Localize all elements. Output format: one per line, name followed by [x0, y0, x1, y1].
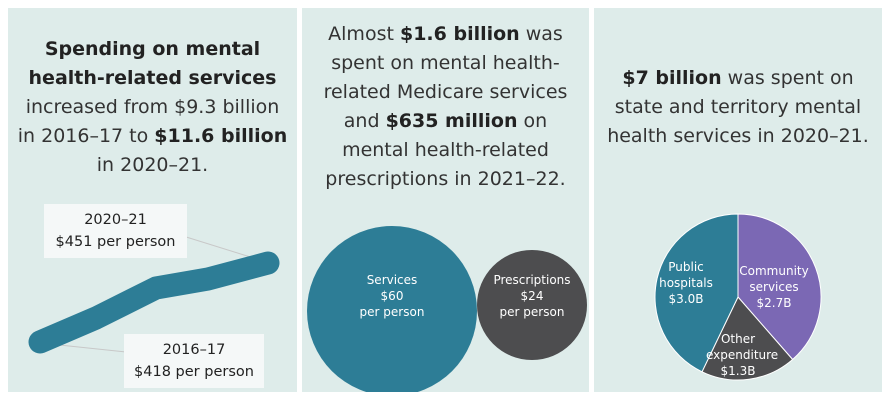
bubble-services [307, 226, 477, 392]
headline: $7 billion was spent on state and territ… [594, 64, 882, 151]
label-value: $418 per person [134, 364, 254, 380]
t1: was spent on state and territory mental … [607, 67, 869, 147]
label-year: 2020–21 [84, 212, 147, 228]
bubble-services-label: Services $60 per person [342, 272, 442, 320]
v: $2.7B [756, 296, 792, 310]
headline-text: increased from $9.3 billion in 2016–17 t… [17, 96, 280, 147]
pie-label-other: Other expenditure $1.3B [706, 331, 778, 379]
t1: Almost [328, 23, 400, 45]
v: $60 [380, 289, 404, 303]
headline-end: in 2020–21. [96, 154, 209, 176]
t2: was spent on mental health-related Medic… [323, 23, 568, 132]
spending-line [28, 251, 280, 354]
label-2016-17: 2016–17 $418 per person [124, 334, 264, 388]
headline-bold: Spending on mental health-related servic… [28, 38, 277, 89]
v: $1.3B [720, 364, 756, 378]
label-value: $451 per person [55, 234, 176, 250]
n: Community services [739, 264, 809, 294]
line-chart [28, 235, 280, 354]
label-year: 2016–17 [162, 342, 226, 358]
v: $24 [520, 289, 544, 303]
panel-medicare: Almost $1.6 billion was spent on mental … [302, 8, 589, 392]
n: Other expenditure [706, 332, 779, 362]
headline: Spending on mental health-related servic… [8, 35, 297, 180]
n: Services [366, 273, 418, 287]
b2: $635 million [385, 110, 518, 132]
b1: $7 billion [622, 67, 722, 89]
pie-slice-other-expenditure [701, 296, 794, 381]
panel-state-services: $7 billion was spent on state and territ… [594, 8, 882, 392]
v: $3.0B [668, 292, 704, 306]
bubble-prescriptions [477, 250, 587, 360]
pie-chart [654, 213, 822, 381]
leader-line-2020 [182, 235, 261, 261]
u: per person [499, 305, 565, 319]
panel-spending-trend: Spending on mental health-related servic… [8, 8, 297, 392]
bubble-prescriptions-label: Prescriptions $24 per person [482, 272, 582, 320]
n: Public hospitals [659, 260, 713, 290]
pie-slice-community-services [737, 213, 822, 361]
pie-slice-public-hospitals [654, 213, 739, 373]
pie-label-community: Community services $2.7B [734, 263, 814, 311]
headline-bold-2: $11.6 billion [154, 125, 288, 147]
u: per person [359, 305, 425, 319]
label-2020-21: 2020–21 $451 per person [44, 204, 187, 258]
bubble-chart [307, 226, 587, 392]
n: Prescriptions [493, 273, 571, 287]
headline: Almost $1.6 billion was spent on mental … [302, 20, 589, 194]
b1: $1.6 billion [399, 23, 520, 45]
t3: on mental health-related prescriptions i… [325, 110, 566, 190]
leader-line-2016 [49, 343, 127, 353]
pie-label-public: Public hospitals $3.0B [656, 259, 716, 307]
